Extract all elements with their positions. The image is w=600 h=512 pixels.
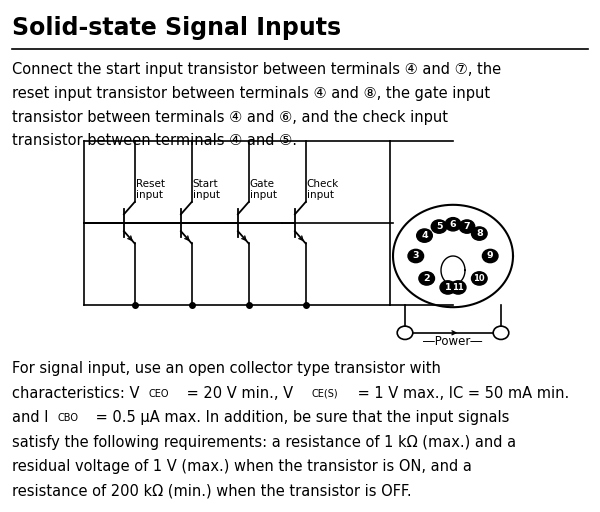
Text: 9: 9 bbox=[487, 251, 494, 261]
Text: 7: 7 bbox=[464, 222, 470, 231]
Circle shape bbox=[440, 281, 455, 294]
Text: 5: 5 bbox=[436, 222, 442, 231]
Text: characteristics: V: characteristics: V bbox=[12, 386, 139, 400]
Text: reset input transistor between terminals ④ and ⑧, the gate input: reset input transistor between terminals… bbox=[12, 86, 490, 101]
Text: 6: 6 bbox=[449, 220, 457, 229]
Circle shape bbox=[459, 220, 475, 233]
Circle shape bbox=[431, 220, 447, 233]
Text: resistance of 200 kΩ (min.) when the transistor is OFF.: resistance of 200 kΩ (min.) when the tra… bbox=[12, 484, 412, 499]
Text: 11: 11 bbox=[452, 283, 464, 292]
Text: Start
input: Start input bbox=[193, 179, 220, 201]
Text: CBO: CBO bbox=[57, 413, 78, 423]
Text: and I: and I bbox=[12, 410, 49, 425]
Text: 2: 2 bbox=[424, 274, 430, 283]
Text: CEO: CEO bbox=[148, 389, 169, 399]
Text: Solid-state Signal Inputs: Solid-state Signal Inputs bbox=[12, 16, 341, 40]
Circle shape bbox=[482, 249, 498, 263]
Text: 3: 3 bbox=[413, 251, 419, 261]
Circle shape bbox=[445, 218, 461, 231]
Text: = 0.5 μA max. In addition, be sure that the input signals: = 0.5 μA max. In addition, be sure that … bbox=[91, 410, 509, 425]
Text: 4: 4 bbox=[421, 231, 428, 240]
Circle shape bbox=[472, 272, 487, 285]
Text: 8: 8 bbox=[476, 229, 482, 238]
Circle shape bbox=[472, 227, 487, 240]
Text: Gate
input: Gate input bbox=[250, 179, 277, 201]
Circle shape bbox=[417, 229, 433, 242]
Circle shape bbox=[419, 272, 434, 285]
Text: 10: 10 bbox=[473, 274, 485, 283]
Text: residual voltage of 1 V (max.) when the transistor is ON, and a: residual voltage of 1 V (max.) when the … bbox=[12, 459, 472, 474]
Text: transistor between terminals ④ and ⑥, and the check input: transistor between terminals ④ and ⑥, an… bbox=[12, 110, 448, 124]
Text: transistor between terminals ④ and ⑤.: transistor between terminals ④ and ⑤. bbox=[12, 133, 297, 148]
Text: Check
input: Check input bbox=[307, 179, 339, 201]
Text: = 1 V max., IC = 50 mA min.: = 1 V max., IC = 50 mA min. bbox=[353, 386, 569, 400]
Text: satisfy the following requirements: a resistance of 1 kΩ (max.) and a: satisfy the following requirements: a re… bbox=[12, 435, 516, 450]
Text: Connect the start input transistor between terminals ④ and ⑦, the: Connect the start input transistor betwe… bbox=[12, 62, 501, 77]
Text: = 20 V min., V: = 20 V min., V bbox=[182, 386, 293, 400]
Text: CE(S): CE(S) bbox=[312, 389, 338, 399]
Text: Reset
input: Reset input bbox=[136, 179, 164, 201]
Text: For signal input, use an open collector type transistor with: For signal input, use an open collector … bbox=[12, 361, 441, 376]
Text: 1: 1 bbox=[445, 283, 451, 292]
Circle shape bbox=[408, 249, 424, 263]
Circle shape bbox=[451, 281, 466, 294]
Text: ―Power―: ―Power― bbox=[424, 335, 482, 348]
